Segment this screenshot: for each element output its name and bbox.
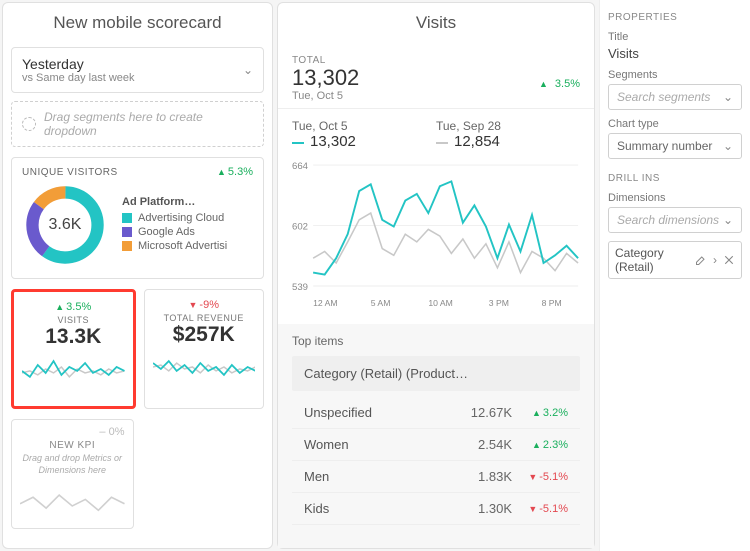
legend-item: Microsoft Advertisi (122, 240, 253, 252)
svg-text:602: 602 (292, 222, 308, 233)
segment-icon (22, 117, 36, 131)
chevron-right-icon[interactable]: › (713, 253, 717, 267)
chart-type-label: Chart type (608, 118, 742, 130)
tile-trend: ▼-9% (189, 299, 219, 311)
preview-title: Visits (278, 3, 594, 47)
tile-label: TOTAL REVENUE (153, 313, 256, 323)
compare-row: Tue, Oct 5 13,302 Tue, Sep 28 12,854 (278, 109, 594, 154)
item-trend: ▼-5.1% (512, 471, 568, 483)
svg-text:5 AM: 5 AM (371, 298, 391, 308)
top-item-row[interactable]: Men 1.83K ▼-5.1% (292, 461, 580, 493)
properties-header: PROPERTIES (608, 12, 742, 23)
chevron-down-icon: ⌄ (723, 90, 733, 104)
item-name: Unspecified (304, 405, 452, 420)
swatch-icon (122, 227, 132, 237)
date-range-picker[interactable]: Yesterday vs Same day last week ⌄ (11, 47, 264, 93)
item-value: 1.83K (452, 469, 512, 484)
unique-visitors-card[interactable]: UNIQUE VISITORS ▲5.3% 3.6K Ad Platform… … (11, 157, 264, 279)
title-label: Title (608, 31, 742, 43)
compare-date: Tue, Oct 5 (292, 119, 436, 133)
dimensions-placeholder: Search dimensions (617, 213, 719, 227)
chevron-down-icon: ⌄ (723, 213, 733, 227)
item-trend: ▲2.3% (512, 439, 568, 451)
tile-trend: ▲3.5% (55, 301, 91, 313)
tile-value: $257K (153, 323, 256, 347)
svg-text:664: 664 (292, 161, 309, 172)
swatch-icon (122, 213, 132, 223)
tile-value: 13.3K (22, 325, 125, 349)
compare-value: 12,854 (436, 133, 580, 150)
compare-date: Tue, Sep 28 (436, 119, 580, 133)
line-chart: 664 602 539 12 AM 5 AM 10 AM 3 PM 8 PM (278, 154, 594, 324)
top-items-group[interactable]: Category (Retail) (Product… (292, 356, 580, 391)
visits-tile[interactable]: ▲3.5% VISITS 13.3K (11, 289, 136, 409)
svg-text:10 AM: 10 AM (428, 298, 452, 308)
uv-label: UNIQUE VISITORS (22, 167, 118, 178)
uv-legend: Ad Platform… Advertising Cloud Google Ad… (122, 196, 253, 254)
kpi-trend: – 0% (20, 426, 125, 438)
sparkline (20, 482, 125, 515)
uv-trend: ▲5.3% (217, 166, 253, 178)
uv-donut-chart: 3.6K (22, 182, 108, 268)
revenue-tile[interactable]: ▼-9% TOTAL REVENUE $257K (144, 289, 265, 409)
scorecard-panel: New mobile scorecard Yesterday vs Same d… (2, 2, 273, 549)
new-kpi-tile[interactable]: – 0% NEW KPI Drag and drop Metrics or Di… (11, 419, 134, 529)
date-range-compare: vs Same day last week (22, 72, 135, 84)
kpi-hint: Drag and drop Metrics or Dimensions here (20, 453, 125, 476)
total-value: 13,302 (292, 66, 359, 90)
segment-dropzone[interactable]: Drag segments here to create dropdown (11, 101, 264, 147)
panel-title: New mobile scorecard (3, 3, 272, 47)
chevron-down-icon: ⌄ (723, 139, 733, 153)
svg-text:3 PM: 3 PM (489, 298, 509, 308)
segments-label: Segments (608, 69, 742, 81)
legend-title: Ad Platform… (122, 196, 253, 208)
chip-label: Category (Retail) (615, 246, 689, 274)
top-item-row[interactable]: Women 2.54K ▲2.3% (292, 429, 580, 461)
properties-panel: PROPERTIES Title Visits Segments Search … (599, 0, 750, 551)
date-range-main: Yesterday (22, 56, 135, 72)
sparkline (22, 349, 125, 387)
svg-text:8 PM: 8 PM (542, 298, 562, 308)
pencil-icon[interactable] (695, 254, 707, 266)
dimension-chip[interactable]: Category (Retail) › (608, 241, 742, 279)
item-name: Men (304, 469, 452, 484)
item-trend: ▲3.2% (512, 407, 568, 419)
top-item-row[interactable]: Kids 1.30K ▼-5.1% (292, 493, 580, 525)
item-value: 12.67K (452, 405, 512, 420)
item-value: 2.54K (452, 437, 512, 452)
segment-hint: Drag segments here to create dropdown (44, 110, 253, 138)
close-icon[interactable] (723, 254, 735, 266)
item-trend: ▼-5.1% (512, 503, 568, 515)
tile-label: VISITS (22, 315, 125, 325)
legend-item: Google Ads (122, 226, 253, 238)
dimensions-select[interactable]: Search dimensions ⌄ (608, 207, 742, 233)
item-name: Women (304, 437, 452, 452)
dimensions-label: Dimensions (608, 192, 742, 204)
sparkline (153, 347, 256, 385)
drillins-header: DRILL INS (608, 173, 742, 184)
svg-text:539: 539 (292, 282, 308, 293)
swatch-icon (122, 241, 132, 251)
segments-placeholder: Search segments (617, 90, 710, 104)
chart-type-select[interactable]: Summary number ⌄ (608, 133, 742, 159)
total-trend: ▲ 3.5% (539, 78, 580, 90)
segments-select[interactable]: Search segments ⌄ (608, 84, 742, 110)
item-name: Kids (304, 501, 452, 516)
top-items: Top items Category (Retail) (Product… Un… (278, 324, 594, 548)
chevron-down-icon: ⌄ (243, 63, 253, 77)
kpi-label: NEW KPI (20, 440, 125, 451)
top-item-row[interactable]: Unspecified 12.67K ▲3.2% (292, 397, 580, 429)
top-items-label: Top items (282, 334, 590, 356)
svg-text:12 AM: 12 AM (313, 298, 337, 308)
item-value: 1.30K (452, 501, 512, 516)
chart-type-value: Summary number (617, 139, 712, 153)
preview-panel: Visits TOTAL 13,302 ▲ 3.5% Tue, Oct 5 Tu… (277, 2, 595, 549)
legend-item: Advertising Cloud (122, 212, 253, 224)
title-value[interactable]: Visits (608, 46, 742, 61)
uv-value: 3.6K (22, 182, 108, 268)
compare-value: 13,302 (292, 133, 436, 150)
total-date: Tue, Oct 5 (292, 90, 580, 102)
